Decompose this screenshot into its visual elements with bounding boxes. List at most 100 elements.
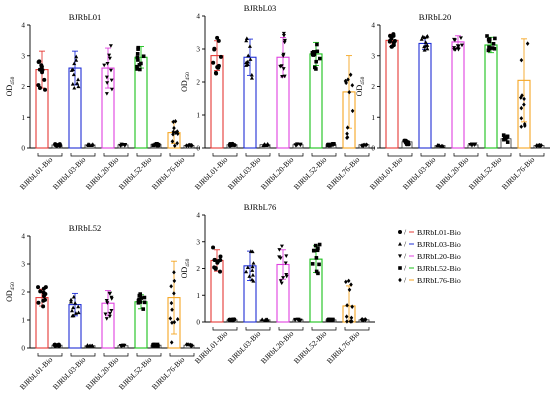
data-point [281, 31, 286, 36]
data-point [170, 139, 175, 144]
data-point [458, 36, 463, 40]
legend-marker [398, 254, 402, 258]
control-point [364, 142, 368, 148]
data-point [211, 60, 216, 65]
y-tick-label: 2 [21, 83, 25, 91]
category-bracket [453, 153, 479, 157]
data-point [212, 265, 217, 270]
data-point [73, 301, 78, 305]
data-point [452, 48, 457, 52]
control-point [151, 143, 156, 148]
x-tick-label: BJRbL03-Bio [401, 155, 438, 192]
category-bracket [245, 153, 271, 157]
data-point [282, 40, 287, 45]
data-point [519, 105, 524, 111]
legend-dash: / [404, 228, 407, 237]
data-point [138, 292, 143, 296]
y-axis-label: OD450 [5, 76, 16, 96]
data-point [244, 60, 249, 65]
control-point [501, 133, 506, 137]
data-point [284, 273, 289, 277]
category-bracket [169, 153, 195, 157]
category-bracket [37, 153, 63, 157]
data-point [350, 108, 355, 114]
category-bracket [70, 153, 96, 157]
data-point [142, 295, 147, 300]
data-point [344, 80, 348, 86]
data-point [281, 54, 286, 58]
y-tick-label: 0 [196, 145, 200, 153]
x-tick-label: BJRbL01-Bio [18, 155, 55, 192]
data-point [391, 33, 396, 38]
y-tick-label: 4 [21, 22, 25, 30]
data-point [244, 38, 249, 43]
control-point [122, 143, 127, 148]
data-point [102, 63, 107, 68]
control-point [53, 142, 58, 147]
data-point [169, 340, 174, 345]
bar [418, 42, 432, 149]
control-point [85, 142, 90, 147]
data-point [172, 125, 176, 131]
data-point [491, 42, 496, 46]
data-point [278, 256, 283, 261]
x-tick-label: BJRbL03-Bio [226, 155, 263, 192]
data-point [347, 287, 352, 292]
y-tick-label: 4 [196, 13, 200, 21]
data-point [109, 78, 114, 83]
data-point [169, 284, 173, 289]
data-point [76, 84, 81, 89]
category-bracket [245, 327, 271, 331]
data-point [317, 262, 321, 267]
category-bracket [344, 153, 370, 157]
control-point [293, 318, 298, 323]
data-point [171, 119, 176, 125]
data-point [69, 68, 74, 72]
data-point [248, 57, 253, 61]
control-point [406, 140, 411, 145]
data-point [315, 42, 319, 47]
category-bracket [103, 353, 129, 357]
x-tick-label: BJRbL76-Bio [325, 155, 362, 192]
data-point [107, 291, 112, 296]
data-point [522, 102, 526, 107]
data-point [175, 316, 180, 322]
chart-panel-4: BJRbL52OD45001234BJRbL01-BioBJRbL03-BioB… [5, 223, 200, 392]
data-point [424, 34, 429, 39]
control-point [363, 317, 368, 322]
panel-title: BJRbL20 [419, 12, 452, 22]
y-tick-label: 4 [196, 212, 200, 220]
y-tick-label: 0 [21, 145, 25, 153]
category-bracket [103, 153, 129, 157]
data-point [105, 61, 110, 66]
data-point [170, 320, 174, 325]
control-point [294, 143, 299, 148]
data-point [75, 81, 80, 85]
x-tick-label: BJRbL03-Bio [51, 155, 88, 192]
data-point [74, 58, 79, 62]
x-tick-label: BJRbL76-Bio [325, 329, 362, 366]
data-point [251, 261, 256, 265]
data-point [71, 72, 76, 77]
control-point [153, 344, 157, 348]
y-tick-label: 3 [371, 52, 375, 60]
data-point [136, 47, 140, 51]
data-point [281, 34, 286, 38]
legend-marker [398, 242, 402, 246]
control-point [56, 343, 61, 348]
data-point [40, 70, 45, 75]
control-point [362, 142, 366, 147]
x-tick-label: BJRbL76-Bio [500, 155, 537, 192]
data-point [105, 301, 110, 305]
data-point [72, 85, 77, 90]
data-point [345, 303, 349, 308]
data-point [350, 83, 355, 88]
data-point [344, 314, 349, 319]
data-point [345, 125, 350, 130]
category-bracket [136, 353, 162, 357]
data-point [452, 46, 457, 50]
x-tick-label: BJRbL01-Bio [18, 355, 55, 392]
data-point [108, 68, 113, 73]
y-axis-label: OD450 [180, 72, 191, 92]
data-point [43, 285, 48, 290]
